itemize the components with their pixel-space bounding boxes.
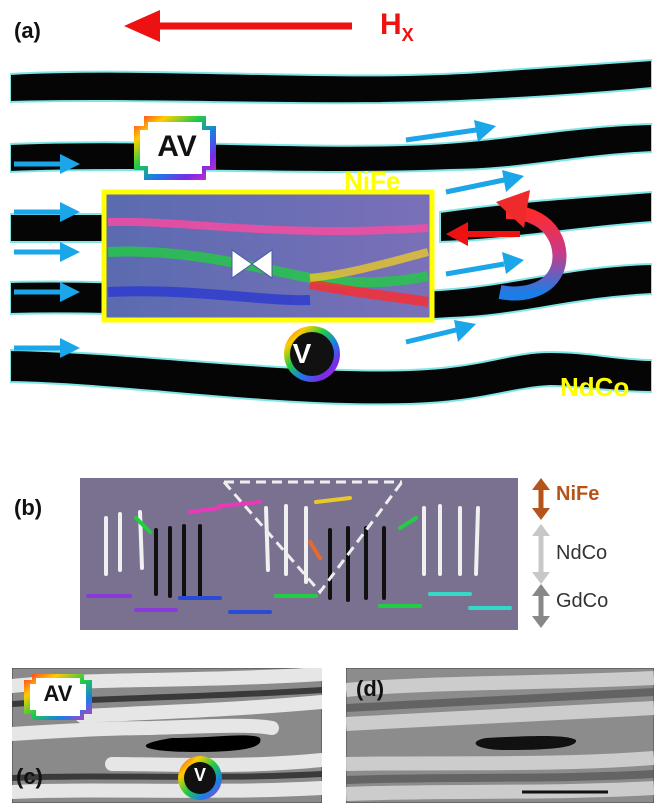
av-label-a: AV — [157, 130, 197, 163]
mfm-image-c — [12, 668, 322, 803]
nife-label-a: NiFe — [344, 166, 401, 196]
panel-label-b: (b) — [14, 495, 43, 520]
mfm-image-d — [346, 668, 654, 803]
layer-label-gdco: GdCo — [556, 590, 609, 612]
av-badge-a — [134, 116, 216, 180]
layer-legend-arrows — [532, 478, 550, 628]
layer-label-ndco: NdCo — [556, 542, 608, 564]
panel-label-a: (a) — [14, 18, 41, 43]
field-arrow — [124, 10, 352, 42]
v-label-a: V — [292, 338, 312, 369]
ndco-label-a: NdCo — [560, 372, 630, 402]
v-label-c: V — [193, 765, 206, 785]
layer-label-nife: NiFe — [556, 483, 600, 505]
field-label: HX — [380, 8, 414, 45]
domain-image-a — [10, 52, 652, 426]
spin-texture-b — [80, 478, 518, 630]
panel-label-d: (d) — [356, 676, 385, 701]
panel-label-c: (c) — [16, 764, 43, 789]
av-label-c: AV — [43, 681, 73, 706]
